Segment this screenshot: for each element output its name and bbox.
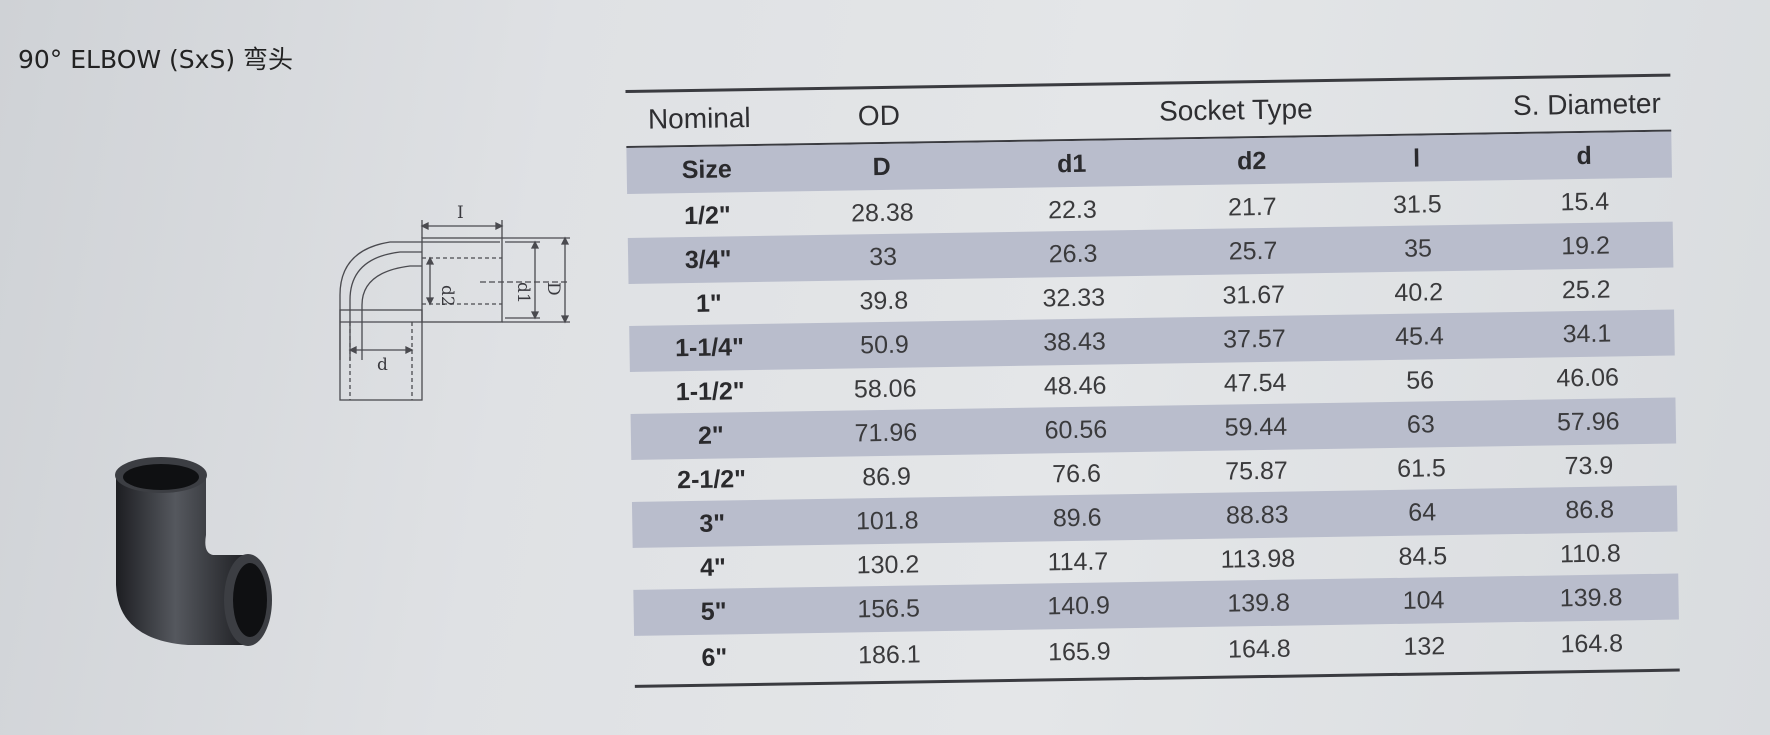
cell-d1: 165.9 bbox=[1047, 636, 1111, 666]
cell-d2: 88.83 bbox=[1225, 500, 1289, 530]
cell-d1: 76.6 bbox=[1051, 459, 1102, 488]
subheader-l: l bbox=[1412, 144, 1421, 173]
cell-d2: 139.8 bbox=[1227, 588, 1291, 618]
header-s-diameter: S. Diameter bbox=[1512, 87, 1662, 122]
cell-d2: 47.54 bbox=[1223, 368, 1287, 398]
elbow-technical-drawing: I d2 d1 D d bbox=[339, 203, 570, 401]
drawing-label-d1: d1 bbox=[513, 282, 533, 304]
cell-l: 40.2 bbox=[1394, 277, 1444, 307]
drawing-label-d2: d2 bbox=[437, 285, 457, 307]
dimensions-table: Nominal OD Socket Type S. Diameter Size … bbox=[625, 44, 1680, 710]
drawing-label-l: I bbox=[457, 203, 464, 223]
cell-d: 34.1 bbox=[1562, 319, 1612, 348]
cell-l: 84.5 bbox=[1398, 541, 1448, 571]
cell-size: 6" bbox=[701, 642, 728, 672]
cell-l: 45.4 bbox=[1394, 321, 1444, 351]
cell-od: 101.8 bbox=[855, 505, 919, 535]
cell-size: 1-1/2" bbox=[675, 376, 745, 406]
cell-d2: 21.7 bbox=[1227, 192, 1277, 222]
cell-size: 3" bbox=[699, 508, 726, 538]
cell-size: 5" bbox=[700, 596, 727, 626]
cell-d1: 48.46 bbox=[1043, 370, 1107, 400]
cell-d: 57.96 bbox=[1556, 406, 1620, 436]
cell-d: 25.2 bbox=[1561, 275, 1611, 304]
cell-d1: 140.9 bbox=[1047, 590, 1111, 620]
cell-od: 50.9 bbox=[859, 330, 910, 359]
cell-l: 56 bbox=[1406, 365, 1435, 395]
subheader-D: D bbox=[872, 152, 891, 181]
cell-d2: 37.57 bbox=[1222, 324, 1286, 354]
cell-d1: 32.33 bbox=[1042, 282, 1106, 312]
cell-d1: 22.3 bbox=[1047, 195, 1097, 224]
cell-l: 64 bbox=[1408, 497, 1437, 527]
cell-d2: 31.67 bbox=[1222, 280, 1286, 310]
cell-size: 1-1/4" bbox=[674, 332, 745, 362]
cell-d1: 60.56 bbox=[1044, 414, 1108, 444]
cell-d: 110.8 bbox=[1559, 538, 1621, 568]
cell-d2: 113.98 bbox=[1220, 544, 1296, 574]
cell-od: 186.1 bbox=[857, 639, 921, 669]
cell-d: 46.06 bbox=[1556, 362, 1620, 392]
cell-d2: 59.44 bbox=[1224, 412, 1288, 442]
cell-l: 132 bbox=[1403, 631, 1446, 661]
cell-d: 164.8 bbox=[1560, 628, 1624, 658]
cell-size: 3/4" bbox=[684, 244, 732, 274]
cell-d2: 164.8 bbox=[1227, 634, 1291, 664]
drawing-label-D: D bbox=[543, 282, 563, 296]
cell-d2: 75.87 bbox=[1225, 456, 1289, 486]
cell-d1: 26.3 bbox=[1048, 239, 1098, 268]
cell-l: 35 bbox=[1403, 233, 1433, 263]
cell-d1: 38.43 bbox=[1042, 326, 1106, 356]
cell-d: 86.8 bbox=[1565, 495, 1615, 524]
cell-size: 2-1/2" bbox=[676, 464, 747, 494]
cell-d2: 25.7 bbox=[1228, 236, 1278, 266]
subheader-d: d bbox=[1576, 141, 1592, 170]
cell-od: 71.96 bbox=[854, 417, 918, 447]
elbow-product-image bbox=[115, 457, 272, 646]
cell-od: 86.9 bbox=[862, 462, 912, 491]
header-socket-type: Socket Type bbox=[1158, 93, 1313, 127]
cell-od: 39.8 bbox=[859, 286, 909, 315]
cell-od: 58.06 bbox=[853, 373, 917, 403]
subheader-d2: d2 bbox=[1236, 146, 1267, 175]
cell-size: 1/2" bbox=[683, 200, 731, 230]
cell-l: 61.5 bbox=[1396, 453, 1447, 483]
cell-size: 4" bbox=[699, 552, 727, 582]
cell-d: 15.4 bbox=[1560, 187, 1610, 216]
cell-od: 130.2 bbox=[856, 549, 920, 579]
header-nominal: Nominal bbox=[647, 102, 751, 135]
cell-d: 19.2 bbox=[1560, 231, 1611, 260]
page-title: 90° ELBOW (SxS) 弯头 bbox=[18, 45, 294, 74]
cell-od: 156.5 bbox=[857, 593, 921, 623]
header-od: OD bbox=[857, 99, 901, 132]
cell-l: 31.5 bbox=[1392, 189, 1442, 219]
cell-size: 1" bbox=[695, 289, 722, 318]
subheader-size: Size bbox=[681, 154, 732, 184]
cell-d1: 114.7 bbox=[1047, 546, 1109, 576]
subheader-d1: d1 bbox=[1056, 149, 1087, 178]
cell-l: 104 bbox=[1402, 585, 1445, 615]
cell-d1: 89.6 bbox=[1052, 503, 1102, 532]
cell-od: 33 bbox=[868, 242, 898, 271]
drawing-label-d: d bbox=[377, 355, 388, 375]
cell-d: 139.8 bbox=[1559, 582, 1623, 612]
cell-d: 73.9 bbox=[1564, 451, 1614, 480]
cell-l: 63 bbox=[1406, 409, 1435, 439]
cell-size: 2" bbox=[697, 420, 724, 450]
cell-od: 28.38 bbox=[850, 197, 914, 227]
